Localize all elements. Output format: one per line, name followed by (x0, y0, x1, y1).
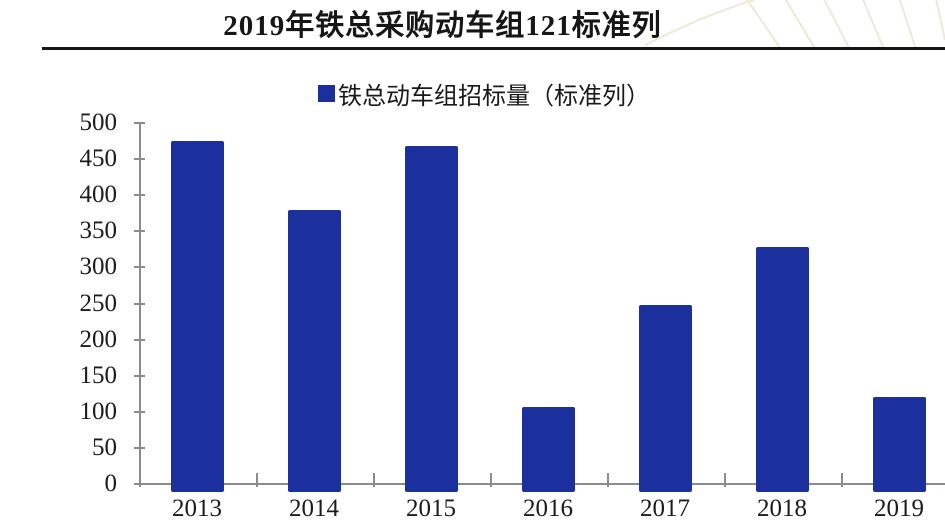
legend: 铁总动车组招标量（标准列） (318, 76, 650, 111)
y-tick-label: 450 (79, 145, 118, 173)
y-tick-label: 200 (79, 325, 118, 353)
x-tick-label: 2014 (289, 495, 339, 522)
y-axis-tick (134, 410, 145, 413)
y-tick-label: 500 (79, 109, 118, 136)
title-divider (42, 47, 945, 50)
x-axis-tick (723, 473, 726, 487)
y-tick-label: 300 (79, 253, 118, 281)
y-axis-tick (134, 266, 145, 269)
y-axis-tick (134, 194, 145, 197)
y-axis-tick (134, 374, 145, 377)
y-tick-label: 150 (79, 361, 118, 389)
y-tick-label: 400 (79, 181, 118, 209)
legend-label: 铁总动车组招标量（标准列） (338, 84, 650, 110)
y-tick-label: 0 (104, 470, 118, 497)
y-axis-tick (134, 446, 145, 449)
y-tick-label: 250 (79, 289, 118, 317)
y-tick-label: 50 (92, 433, 117, 461)
legend-swatch-icon (318, 85, 335, 102)
y-axis-tick (134, 302, 145, 305)
x-axis-tick (372, 473, 375, 487)
x-axis-tick (138, 473, 141, 487)
y-axis-tick (134, 158, 145, 161)
watermark-decoration (645, 0, 945, 47)
y-tick-label: 100 (79, 397, 118, 425)
x-axis-tick (489, 473, 492, 487)
bar-2018 (755, 247, 809, 492)
y-tick-label: 350 (79, 217, 118, 245)
bar-2019 (872, 396, 926, 492)
x-tick-label: 2018 (757, 495, 807, 522)
y-axis-line (139, 123, 141, 486)
y-axis-tick (134, 230, 145, 233)
x-tick-label: 2019 (874, 495, 924, 522)
x-tick-label: 2017 (640, 495, 690, 522)
y-axis-tick (134, 483, 145, 485)
bar-2017 (638, 304, 692, 492)
x-axis-tick (255, 473, 258, 487)
bar-2013 (170, 141, 224, 492)
x-axis-tick (606, 473, 609, 487)
x-tick-label: 2013 (172, 495, 222, 522)
y-axis-tick (134, 122, 145, 124)
x-tick-label: 2015 (406, 495, 456, 522)
x-tick-label: 2016 (523, 495, 573, 522)
bar-2015 (404, 146, 458, 492)
bar-2016 (521, 406, 575, 492)
y-axis-tick (134, 338, 145, 341)
bar-2014 (287, 209, 341, 492)
chart-title: 2019年铁总采购动车组121标准列 (223, 10, 662, 42)
x-axis-tick (840, 473, 843, 487)
